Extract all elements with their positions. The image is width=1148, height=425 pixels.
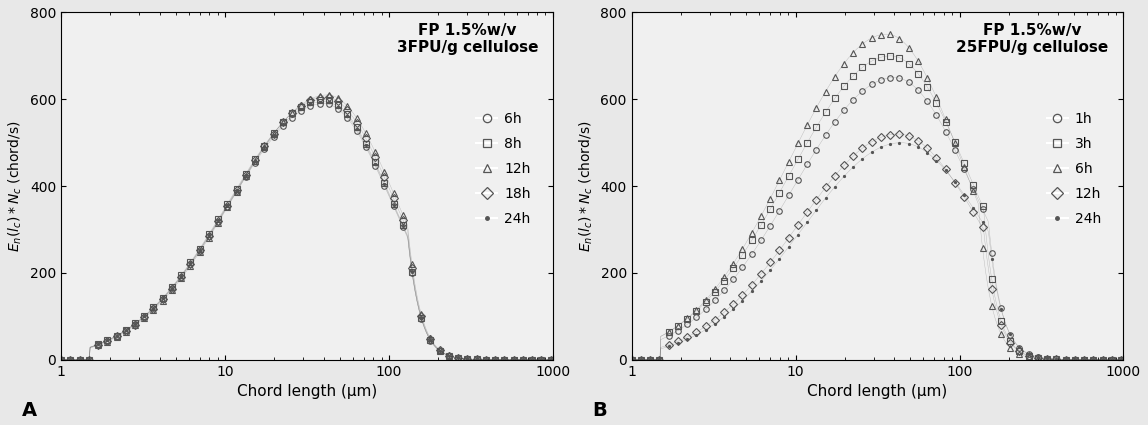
Text: FP 1.5%w/v
3FPU/g cellulose: FP 1.5%w/v 3FPU/g cellulose — [397, 23, 538, 55]
Legend: 1h, 3h, 6h, 12h, 24h: 1h, 3h, 6h, 12h, 24h — [1041, 106, 1107, 232]
Text: A: A — [22, 402, 37, 420]
X-axis label: Chord length (μm): Chord length (μm) — [807, 384, 948, 399]
Y-axis label: $E_n(l_c)*N_c$ (chord/s): $E_n(l_c)*N_c$ (chord/s) — [7, 120, 24, 252]
Legend: 6h, 8h, 12h, 18h, 24h: 6h, 8h, 12h, 18h, 24h — [471, 106, 536, 232]
Text: FP 1.5%w/v
25FPU/g cellulose: FP 1.5%w/v 25FPU/g cellulose — [956, 23, 1109, 55]
Text: B: B — [592, 402, 607, 420]
Y-axis label: $E_n(l_c)*N_c$ (chord/s): $E_n(l_c)*N_c$ (chord/s) — [577, 120, 595, 252]
X-axis label: Chord length (μm): Chord length (μm) — [236, 384, 378, 399]
